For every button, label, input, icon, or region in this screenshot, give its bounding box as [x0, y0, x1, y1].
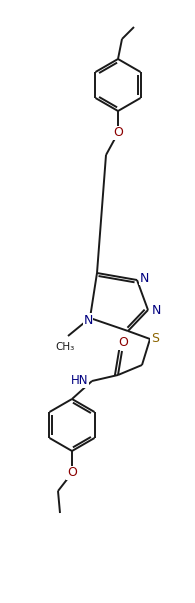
- Text: N: N: [151, 303, 161, 317]
- Text: CH₃: CH₃: [55, 342, 75, 352]
- Text: S: S: [151, 332, 159, 346]
- Text: O: O: [118, 336, 128, 350]
- Text: O: O: [67, 467, 77, 479]
- Text: O: O: [113, 127, 123, 139]
- Text: HN: HN: [71, 374, 88, 388]
- Text: N: N: [83, 314, 93, 326]
- Text: N: N: [139, 271, 149, 285]
